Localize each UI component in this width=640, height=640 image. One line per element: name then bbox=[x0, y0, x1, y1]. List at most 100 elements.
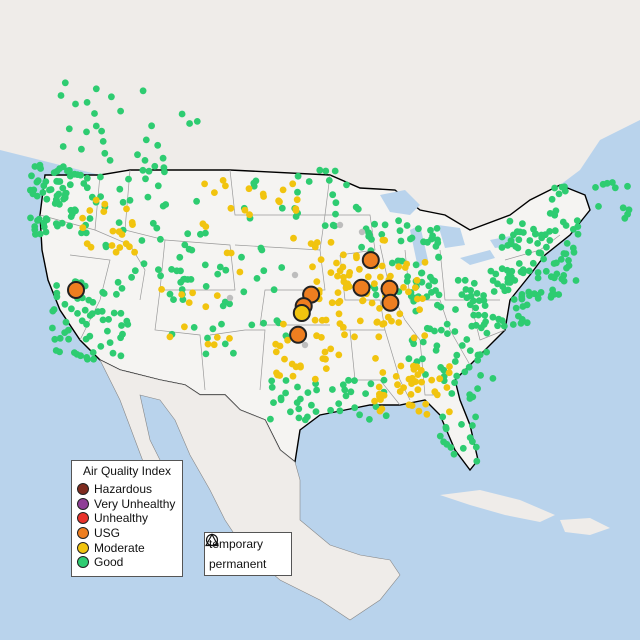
good-monitor-marker bbox=[139, 87, 147, 95]
good-monitor-marker bbox=[428, 289, 435, 296]
good-monitor-marker bbox=[184, 230, 192, 238]
good-monitor-marker bbox=[170, 296, 177, 303]
moderate-monitor-marker bbox=[351, 333, 358, 341]
good-monitor-marker bbox=[548, 195, 556, 203]
good-monitor-marker bbox=[483, 348, 490, 356]
good-monitor-marker bbox=[465, 363, 473, 371]
good-monitor-marker bbox=[117, 334, 124, 342]
aqi-legend: Air Quality Index Hazardous Very Unhealt… bbox=[71, 460, 183, 577]
good-monitor-marker bbox=[106, 339, 114, 346]
no-data-monitor-marker bbox=[358, 228, 366, 236]
good-monitor-marker bbox=[535, 249, 543, 257]
moderate-monitor-marker bbox=[341, 331, 348, 339]
good-monitor-marker bbox=[209, 325, 217, 333]
good-monitor-marker bbox=[81, 306, 89, 314]
moderate-monitor-marker bbox=[375, 383, 383, 391]
good-monitor-marker bbox=[89, 298, 97, 306]
good-monitor-marker bbox=[388, 259, 396, 267]
good-monitor-marker bbox=[305, 178, 313, 185]
good-monitor-marker bbox=[475, 297, 483, 304]
moderate-monitor-marker bbox=[86, 207, 94, 214]
good-monitor-marker bbox=[494, 280, 501, 288]
good-monitor-marker bbox=[154, 182, 162, 190]
good-monitor-marker bbox=[518, 295, 526, 303]
moderate-monitor-marker bbox=[335, 351, 343, 359]
legend-label: permanent bbox=[209, 557, 267, 571]
good-monitor-marker bbox=[82, 229, 90, 237]
good-monitor-marker bbox=[56, 334, 64, 342]
good-monitor-marker bbox=[104, 327, 111, 335]
good-monitor-marker bbox=[473, 290, 481, 297]
good-monitor-marker bbox=[515, 312, 522, 320]
monitor-type-legend: temporary permanent bbox=[204, 532, 292, 576]
good-monitor-marker bbox=[253, 275, 261, 282]
good-monitor-marker bbox=[238, 253, 245, 261]
good-monitor-marker bbox=[624, 210, 631, 218]
moderate-monitor-marker bbox=[211, 189, 218, 197]
good-monitor-marker bbox=[58, 219, 66, 227]
good-monitor-marker bbox=[470, 279, 478, 287]
moderate-monitor-marker bbox=[395, 263, 403, 270]
moderate-monitor-marker bbox=[381, 236, 389, 244]
good-monitor-marker bbox=[145, 167, 153, 175]
moderate-monitor-marker bbox=[313, 332, 320, 340]
legend-label: Very Unhealthy bbox=[94, 496, 176, 511]
usg-swatch-icon bbox=[77, 527, 89, 540]
good-monitor-marker bbox=[322, 167, 330, 175]
great-lakes bbox=[380, 190, 515, 268]
good-monitor-marker bbox=[624, 182, 631, 190]
good-monitor-marker bbox=[572, 277, 580, 284]
good-monitor-marker bbox=[395, 217, 402, 225]
good-monitor-marker bbox=[472, 443, 480, 451]
good-monitor-marker bbox=[534, 240, 541, 247]
good-monitor-marker bbox=[440, 438, 447, 446]
good-monitor-marker bbox=[380, 376, 388, 384]
good-monitor-marker bbox=[336, 407, 344, 415]
good-monitor-marker bbox=[78, 145, 85, 153]
moderate-monitor-marker bbox=[311, 243, 319, 251]
moderate-monitor-marker bbox=[375, 333, 383, 341]
good-monitor-marker bbox=[98, 127, 105, 135]
moderate-monitor-marker bbox=[112, 248, 120, 256]
moderate-monitor-marker bbox=[213, 292, 221, 299]
moderate-monitor-marker bbox=[79, 224, 87, 232]
good-monitor-marker bbox=[515, 260, 523, 267]
moderate-monitor-marker bbox=[418, 378, 425, 386]
good-monitor-marker bbox=[71, 349, 78, 356]
good-monitor-marker bbox=[574, 230, 582, 238]
good-monitor-marker bbox=[267, 415, 274, 423]
good-monitor-marker bbox=[94, 308, 102, 315]
moderate-monitor-marker bbox=[405, 288, 412, 296]
good-monitor-marker bbox=[461, 276, 469, 284]
good-monitor-marker bbox=[329, 221, 337, 229]
good-monitor-marker bbox=[125, 175, 132, 183]
moderate-monitor-marker bbox=[311, 375, 319, 383]
good-monitor-marker bbox=[472, 304, 480, 312]
no-data-monitor-marker bbox=[336, 221, 344, 229]
good-monitor-marker bbox=[371, 220, 378, 228]
moderate-monitor-marker bbox=[123, 205, 130, 213]
moderate-monitor-marker bbox=[293, 196, 301, 204]
moderate-monitor-marker bbox=[423, 410, 431, 418]
good-monitor-marker bbox=[529, 259, 537, 267]
moderate-monitor-marker bbox=[222, 182, 229, 190]
good-monitor-marker bbox=[222, 266, 230, 274]
moderate-monitor-marker bbox=[292, 207, 300, 214]
good-monitor-marker bbox=[72, 100, 79, 108]
good-monitor-marker bbox=[424, 238, 431, 246]
hazardous-swatch-icon bbox=[77, 483, 89, 496]
good-monitor-marker bbox=[397, 237, 405, 245]
good-monitor-marker bbox=[84, 355, 91, 363]
good-monitor-marker bbox=[57, 92, 65, 99]
good-monitor-marker bbox=[487, 267, 495, 275]
moderate-monitor-marker bbox=[333, 259, 340, 267]
good-monitor-marker bbox=[469, 393, 477, 401]
moderate-monitor-marker bbox=[210, 341, 218, 349]
good-monitor-marker bbox=[190, 324, 198, 331]
good-monitor-marker bbox=[61, 300, 69, 308]
moderate-monitor-marker bbox=[334, 289, 342, 296]
good-monitor-marker bbox=[419, 355, 426, 363]
good-monitor-marker bbox=[61, 194, 69, 202]
moderate-monitor-marker bbox=[204, 340, 212, 348]
